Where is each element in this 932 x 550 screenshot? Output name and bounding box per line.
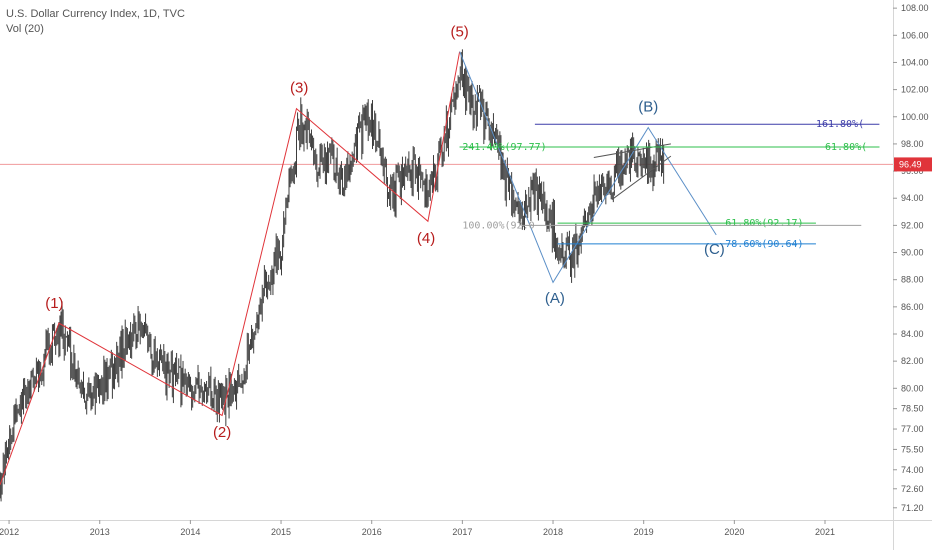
price-tick-label: 102.00 xyxy=(901,85,929,95)
wave-label: (5) xyxy=(450,24,468,41)
fib-level-label: 161.80%( xyxy=(816,119,864,130)
fib-level-label: 61.80%( xyxy=(825,142,867,153)
fib-level-label: 61.80%(92.17) xyxy=(725,218,803,229)
fib-level-label: 78.60%(90.64) xyxy=(725,239,803,250)
abc-label: (A) xyxy=(545,290,565,307)
time-tick-label: 2013 xyxy=(90,527,110,537)
volume-indicator-label[interactable]: Vol (20) xyxy=(6,23,44,35)
wave-label: (3) xyxy=(290,79,308,96)
price-tick-label: 77.00 xyxy=(901,424,924,434)
price-tick-label: 94.00 xyxy=(901,193,924,203)
last-price-value: 96.49 xyxy=(899,159,922,169)
time-tick-label: 2014 xyxy=(180,527,200,537)
price-tick-label: 88.00 xyxy=(901,275,924,285)
time-tick-label: 2012 xyxy=(0,527,19,537)
impulse-wave-line xyxy=(0,51,461,485)
price-tick-label: 90.00 xyxy=(901,248,924,258)
price-tick-label: 106.00 xyxy=(901,30,929,40)
chart-title: U.S. Dollar Currency Index, 1D, TVC xyxy=(6,8,185,20)
abc-correction-line xyxy=(459,51,717,284)
price-tick-label: 100.00 xyxy=(901,112,929,122)
price-tick-label: 78.50 xyxy=(901,404,924,414)
time-tick-label: 2021 xyxy=(815,527,835,537)
price-tick-label: 98.00 xyxy=(901,139,924,149)
price-tick-label: 86.00 xyxy=(901,302,924,312)
last-price-tag xyxy=(894,157,932,172)
price-tick-label: 104.00 xyxy=(901,57,929,67)
time-tick-label: 2019 xyxy=(634,527,654,537)
time-tick-label: 2018 xyxy=(543,527,563,537)
wave-label: (4) xyxy=(417,230,435,247)
price-tick-label: 71.20 xyxy=(901,503,924,513)
price-tick-label: 82.00 xyxy=(901,356,924,366)
time-tick-label: 2015 xyxy=(271,527,291,537)
plot-area xyxy=(0,0,893,520)
abc-label: (C) xyxy=(704,241,725,258)
price-tick-label: 75.50 xyxy=(901,444,924,454)
price-tick-label: 84.00 xyxy=(901,329,924,339)
price-tick-label: 72.60 xyxy=(901,484,924,494)
wedge-trendline xyxy=(611,155,672,200)
price-tick-label: 74.00 xyxy=(901,465,924,475)
candles-group xyxy=(0,49,665,502)
fib-level-label: 100.00%(92.0 xyxy=(462,220,534,231)
time-tick-label: 2016 xyxy=(362,527,382,537)
price-tick-label: 108.00 xyxy=(901,3,929,13)
wedge-trendline xyxy=(593,143,671,158)
wave-label: (1) xyxy=(45,295,63,312)
wave-label: (2) xyxy=(213,424,231,441)
time-tick-label: 2020 xyxy=(724,527,744,537)
price-tick-label: 80.00 xyxy=(901,383,924,393)
abc-label: (B) xyxy=(638,98,658,115)
price-tick-label: 92.00 xyxy=(901,220,924,230)
time-tick-label: 2017 xyxy=(452,527,472,537)
